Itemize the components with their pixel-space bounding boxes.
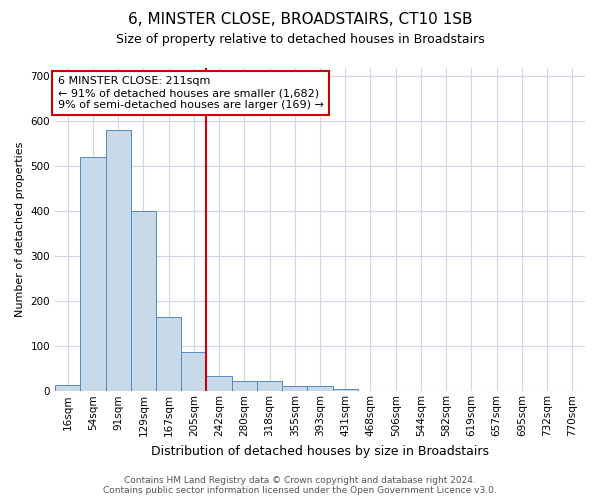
Bar <box>282 386 307 392</box>
Bar <box>181 352 206 392</box>
Bar <box>257 382 282 392</box>
Text: 6, MINSTER CLOSE, BROADSTAIRS, CT10 1SB: 6, MINSTER CLOSE, BROADSTAIRS, CT10 1SB <box>128 12 472 28</box>
Bar <box>206 376 232 392</box>
Bar <box>332 389 358 392</box>
Bar <box>232 382 257 392</box>
Text: 6 MINSTER CLOSE: 211sqm
← 91% of detached houses are smaller (1,682)
9% of semi-: 6 MINSTER CLOSE: 211sqm ← 91% of detache… <box>58 76 323 110</box>
Text: Size of property relative to detached houses in Broadstairs: Size of property relative to detached ho… <box>116 32 484 46</box>
Bar <box>156 317 181 392</box>
Bar <box>307 386 332 392</box>
Bar <box>106 130 131 392</box>
Bar <box>131 212 156 392</box>
Bar <box>80 158 106 392</box>
Y-axis label: Number of detached properties: Number of detached properties <box>15 142 25 317</box>
Bar <box>55 384 80 392</box>
Text: Contains HM Land Registry data © Crown copyright and database right 2024.
Contai: Contains HM Land Registry data © Crown c… <box>103 476 497 495</box>
X-axis label: Distribution of detached houses by size in Broadstairs: Distribution of detached houses by size … <box>151 444 489 458</box>
